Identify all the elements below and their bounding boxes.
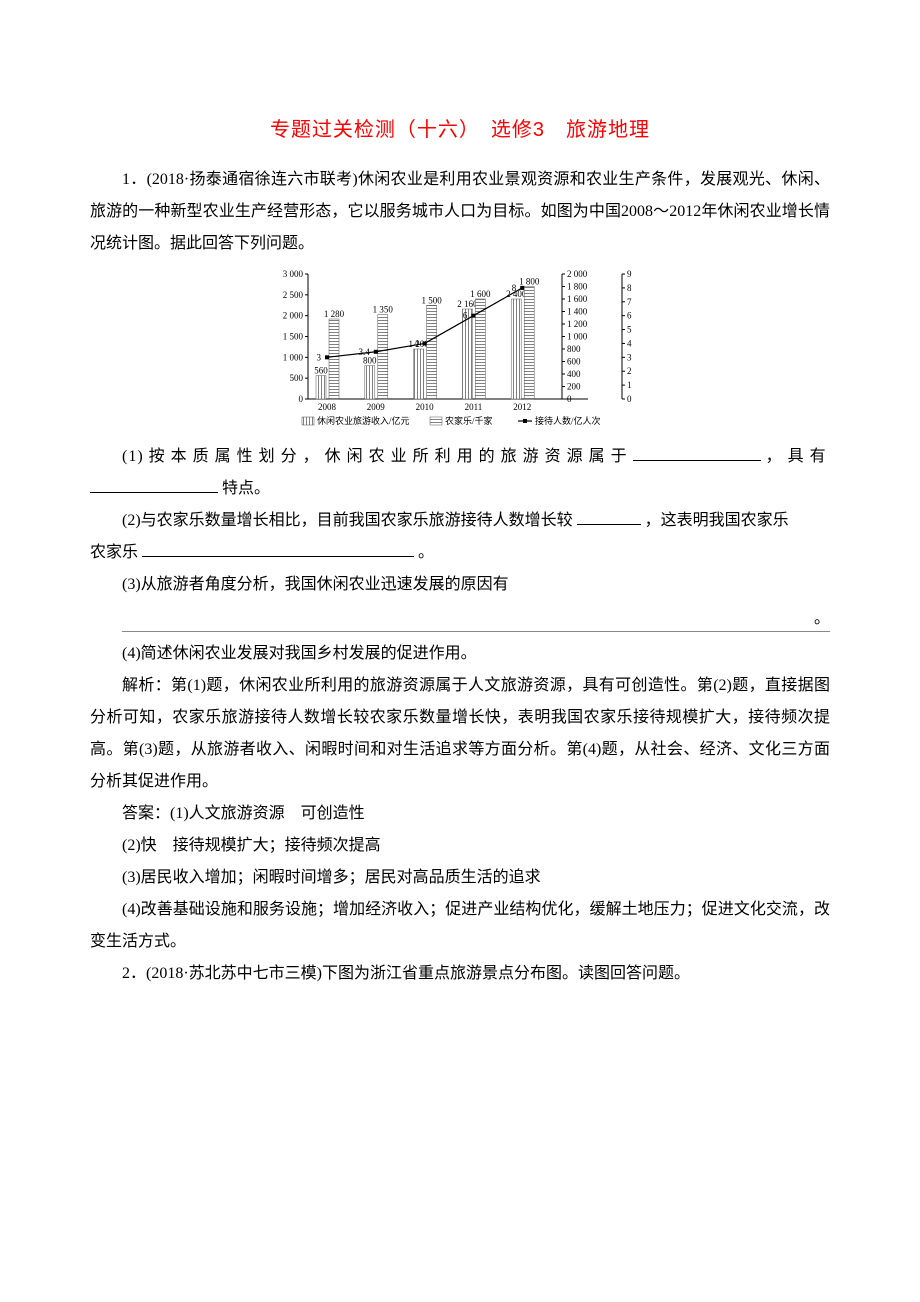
svg-text:4: 4 xyxy=(627,338,632,348)
svg-text:7: 7 xyxy=(627,297,632,307)
leisure-agriculture-chart: 0 500 1 000 1 500 2 000 2 500 3 000 0 200 400 600 8… xyxy=(270,266,650,431)
svg-text:6: 6 xyxy=(627,311,632,321)
blank-reason-line: 。 xyxy=(122,607,830,632)
svg-text:8: 8 xyxy=(627,283,632,293)
answer-1: 答案：(1)人文旅游资源 可创造性 xyxy=(90,798,830,830)
svg-text:3: 3 xyxy=(317,352,322,362)
svg-text:3 000: 3 000 xyxy=(283,269,304,279)
svg-text:9: 9 xyxy=(627,269,632,279)
q1-1-text-b: ， 具 有 xyxy=(766,448,827,465)
q2-intro: 2．(2018·苏北苏中七市三模)下图为浙江省重点旅游景点分布图。读图回答问题。 xyxy=(90,958,830,990)
q1-intro: 1．(2018·扬泰通宿徐连六市联考)休闲农业是利用农业景观资源和农业生产条件，… xyxy=(90,164,830,260)
blank-indicate xyxy=(142,540,414,557)
svg-text:1 500: 1 500 xyxy=(283,332,304,342)
svg-text:5: 5 xyxy=(627,325,632,335)
svg-text:1 600: 1 600 xyxy=(567,294,588,304)
svg-text:3: 3 xyxy=(627,352,632,362)
svg-text:600: 600 xyxy=(567,357,581,367)
q1-2-text-a: (2)与农家乐数量增长相比，目前我国农家乐旅游接待人数增长较 xyxy=(122,512,573,529)
svg-text:2 500: 2 500 xyxy=(283,290,304,300)
q1-sub3: (3)从旅游者角度分析，我国休闲农业迅速发展的原因有 xyxy=(90,569,830,601)
svg-text:1 500: 1 500 xyxy=(421,295,442,305)
page-title: 专题过关检测（十六） 选修3 旅游地理 xyxy=(90,110,830,150)
svg-text:2: 2 xyxy=(627,366,632,376)
document-page: 专题过关检测（十六） 选修3 旅游地理 1．(2018·扬泰通宿徐连六市联考)休… xyxy=(0,0,920,1070)
q1-sub1: (1) 按 本 质 属 性 划 分 ， 休 闲 农 业 所 利 用 的 旅 游 … xyxy=(90,441,830,473)
q1-2-cont-prefix: 农家乐 xyxy=(90,544,138,561)
q1-1-text-a: (1) 按 本 质 属 性 划 分 ， 休 闲 农 业 所 利 用 的 旅 游 … xyxy=(122,448,628,465)
svg-text:2009: 2009 xyxy=(367,402,386,412)
svg-text:1 800: 1 800 xyxy=(519,277,540,287)
q1-1-text-c: 特点。 xyxy=(222,480,270,497)
blank-resource-type xyxy=(633,444,761,461)
svg-text:6: 6 xyxy=(463,311,468,321)
svg-text:8: 8 xyxy=(512,283,517,293)
blank-growth xyxy=(577,508,641,525)
chart-container: 0 500 1 000 1 500 2 000 2 500 3 000 0 200 400 600 8… xyxy=(90,266,830,431)
svg-text:1 400: 1 400 xyxy=(567,307,588,317)
q1-3-end: 。 xyxy=(814,603,830,635)
answer-3: (3)居民收入增加；闲暇时间增多；居民对高品质生活的追求 xyxy=(90,862,830,894)
svg-text:2008: 2008 xyxy=(318,402,337,412)
svg-text:接待人数/亿人次: 接待人数/亿人次 xyxy=(535,415,601,426)
svg-text:200: 200 xyxy=(567,382,581,392)
svg-text:4: 4 xyxy=(414,338,419,348)
answer-2: (2)快 接待规模扩大；接待频次提高 xyxy=(90,830,830,862)
svg-text:2012: 2012 xyxy=(513,402,531,412)
analysis: 解析：第(1)题，休闲农业所利用的旅游资源属于人文旅游资源，具有可创造性。第(2… xyxy=(90,670,830,798)
svg-text:2 000: 2 000 xyxy=(567,269,588,279)
q1-sub4: (4)简述休闲农业发展对我国乡村发展的促进作用。 xyxy=(90,638,830,670)
svg-text:560: 560 xyxy=(314,366,328,376)
svg-text:1 000: 1 000 xyxy=(283,352,304,362)
q1-2-text-b: ，这表明我国农家乐 xyxy=(645,512,789,529)
svg-text:2 160: 2 160 xyxy=(457,299,478,309)
answer-4: (4)改善基础设施和服务设施；增加经济收入；促进产业结构优化，缓解土地压力；促进… xyxy=(90,894,830,958)
svg-text:2011: 2011 xyxy=(465,402,483,412)
svg-text:农家乐/千家: 农家乐/千家 xyxy=(445,415,493,426)
svg-text:2 000: 2 000 xyxy=(283,311,304,321)
svg-text:1 000: 1 000 xyxy=(567,332,588,342)
q1-sub1-cont: 特点。 xyxy=(90,473,830,505)
blank-feature xyxy=(90,476,218,493)
svg-text:1 350: 1 350 xyxy=(373,305,394,315)
svg-text:休闲农业旅游收入/亿元: 休闲农业旅游收入/亿元 xyxy=(317,415,410,426)
q1-sub2-cont: 农家乐 。 xyxy=(90,537,830,569)
q1-2-text-c: 。 xyxy=(418,544,434,561)
svg-text:1 600: 1 600 xyxy=(470,289,491,299)
q1-sub2: (2)与农家乐数量增长相比，目前我国农家乐旅游接待人数增长较 ，这表明我国农家乐 xyxy=(90,505,830,537)
svg-text:500: 500 xyxy=(290,373,304,383)
svg-text:3.4: 3.4 xyxy=(359,347,371,357)
svg-text:1 800: 1 800 xyxy=(567,282,588,292)
svg-text:0: 0 xyxy=(627,394,632,404)
svg-text:800: 800 xyxy=(363,356,377,366)
svg-text:1 200: 1 200 xyxy=(567,319,588,329)
svg-text:1 280: 1 280 xyxy=(324,309,345,319)
svg-text:400: 400 xyxy=(567,369,581,379)
svg-text:2010: 2010 xyxy=(416,402,435,412)
svg-text:0: 0 xyxy=(567,394,572,404)
svg-text:1: 1 xyxy=(627,380,632,390)
svg-text:0: 0 xyxy=(299,394,304,404)
svg-text:800: 800 xyxy=(567,344,581,354)
